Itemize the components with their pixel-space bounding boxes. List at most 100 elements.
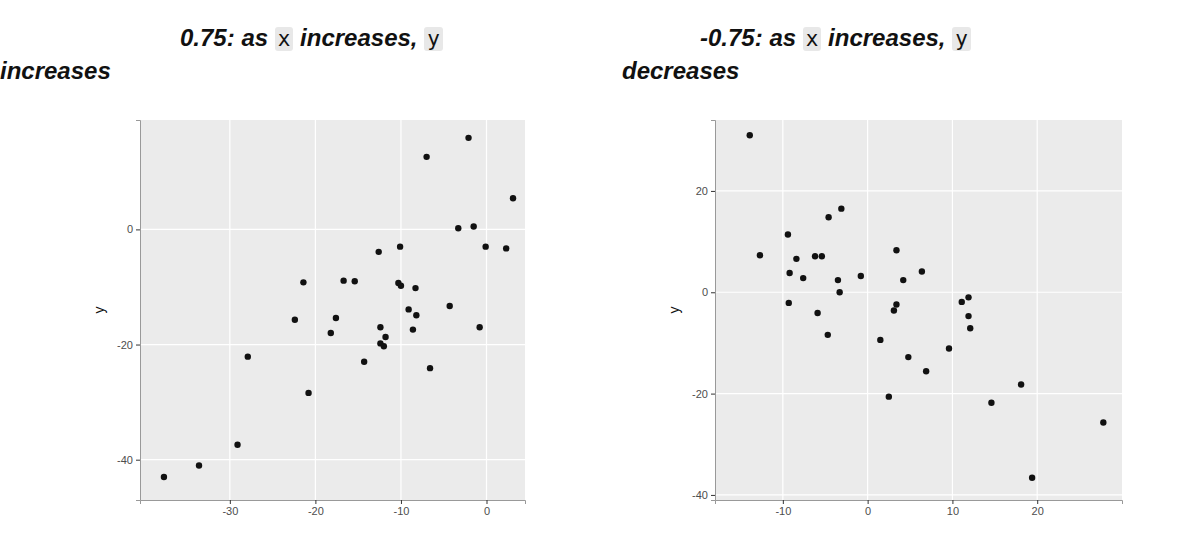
grid-line-x	[867, 120, 868, 500]
point	[886, 393, 892, 399]
tick-mark	[711, 292, 715, 293]
point	[1029, 475, 1035, 481]
chart-1: -1001020-40-20020y	[666, 120, 1123, 517]
points	[161, 135, 516, 481]
axis-line	[136, 121, 141, 501]
tick-label: 10	[947, 505, 959, 517]
point	[300, 279, 306, 285]
point	[410, 326, 416, 332]
point	[412, 285, 418, 291]
point	[858, 273, 864, 279]
chart-canvas: -30-20-100-40-200y-1001020-40-20020y	[0, 0, 1200, 539]
point	[510, 195, 516, 201]
point	[305, 390, 311, 396]
point	[361, 359, 367, 365]
tick-mark	[230, 500, 231, 504]
point	[800, 275, 806, 281]
grid-line-x	[400, 120, 401, 500]
point	[757, 252, 763, 258]
tick-label: 0	[484, 505, 490, 517]
tick: -20	[117, 339, 140, 351]
y-axis-title: y	[666, 307, 682, 314]
point	[965, 294, 971, 300]
point	[503, 245, 509, 251]
grid-line-x	[1037, 120, 1038, 500]
tick: 20	[1032, 500, 1044, 517]
point	[819, 253, 825, 259]
grid-line-y	[715, 494, 1122, 495]
tick: 20	[696, 185, 715, 197]
tick-label: 0	[127, 223, 133, 235]
tick-mark	[711, 394, 715, 395]
plot-background	[140, 120, 525, 500]
point	[747, 132, 753, 138]
grid-line-y	[140, 229, 525, 230]
tick-label: -40	[117, 454, 133, 466]
tick: -10	[393, 500, 409, 517]
tick-label: -30	[222, 505, 238, 517]
tick-mark	[401, 500, 402, 504]
tick: -20	[692, 388, 715, 400]
grid-line-x	[782, 120, 783, 500]
point	[397, 243, 403, 249]
point	[786, 270, 792, 276]
y-axis: -40 -20 0 20	[692, 121, 715, 501]
y-axis: -40 -20 0	[117, 121, 140, 501]
point	[812, 253, 818, 259]
point	[376, 249, 382, 255]
point	[965, 313, 971, 319]
tick: 0	[702, 286, 715, 298]
point	[382, 334, 388, 340]
point	[196, 462, 202, 468]
point	[398, 283, 404, 289]
tick: -30	[222, 500, 238, 517]
tick-label: 20	[1032, 505, 1044, 517]
point	[340, 277, 346, 283]
plot-background	[715, 120, 1122, 500]
tick-mark	[1037, 500, 1038, 504]
tick-label: -10	[393, 505, 409, 517]
x-axis: -1001020	[716, 500, 1123, 517]
point	[455, 225, 461, 231]
tick-label: 0	[865, 505, 871, 517]
tick: 0	[484, 500, 490, 517]
point	[465, 135, 471, 141]
chart-title: -0.75: as x increases, y decreases	[622, 22, 1052, 86]
tick-label: 20	[696, 185, 708, 197]
chart-title: 0.75: as x increases, y increases	[0, 22, 500, 86]
grid	[715, 120, 1122, 500]
tick-mark	[952, 500, 953, 504]
x-axis: -30 -20 -10 0	[141, 500, 526, 517]
point	[470, 223, 476, 229]
tick-mark	[868, 500, 869, 504]
grid-line-x	[315, 120, 316, 500]
tick-mark	[783, 500, 784, 504]
tick-label: -20	[692, 388, 708, 400]
point	[482, 243, 488, 249]
grid	[140, 120, 525, 500]
grid-line-y	[715, 393, 1122, 394]
points	[747, 132, 1107, 481]
tick: -20	[308, 500, 324, 517]
tick: 0	[127, 223, 140, 235]
tick-mark	[487, 500, 488, 504]
tick-mark	[136, 229, 140, 230]
point	[245, 353, 251, 359]
point	[328, 330, 334, 336]
point	[292, 317, 298, 323]
point	[476, 324, 482, 330]
tick-mark	[315, 500, 316, 504]
point	[1018, 381, 1024, 387]
point	[891, 307, 897, 313]
point	[405, 306, 411, 312]
tick-mark	[136, 460, 140, 461]
point	[333, 315, 339, 321]
tick-label: -20	[308, 505, 324, 517]
tick: -40	[692, 489, 715, 501]
point	[825, 214, 831, 220]
point	[352, 278, 358, 284]
point	[923, 368, 929, 374]
tick: 10	[947, 500, 959, 517]
point	[447, 303, 453, 309]
chart-0: -30-20-100-40-200y	[91, 120, 526, 517]
